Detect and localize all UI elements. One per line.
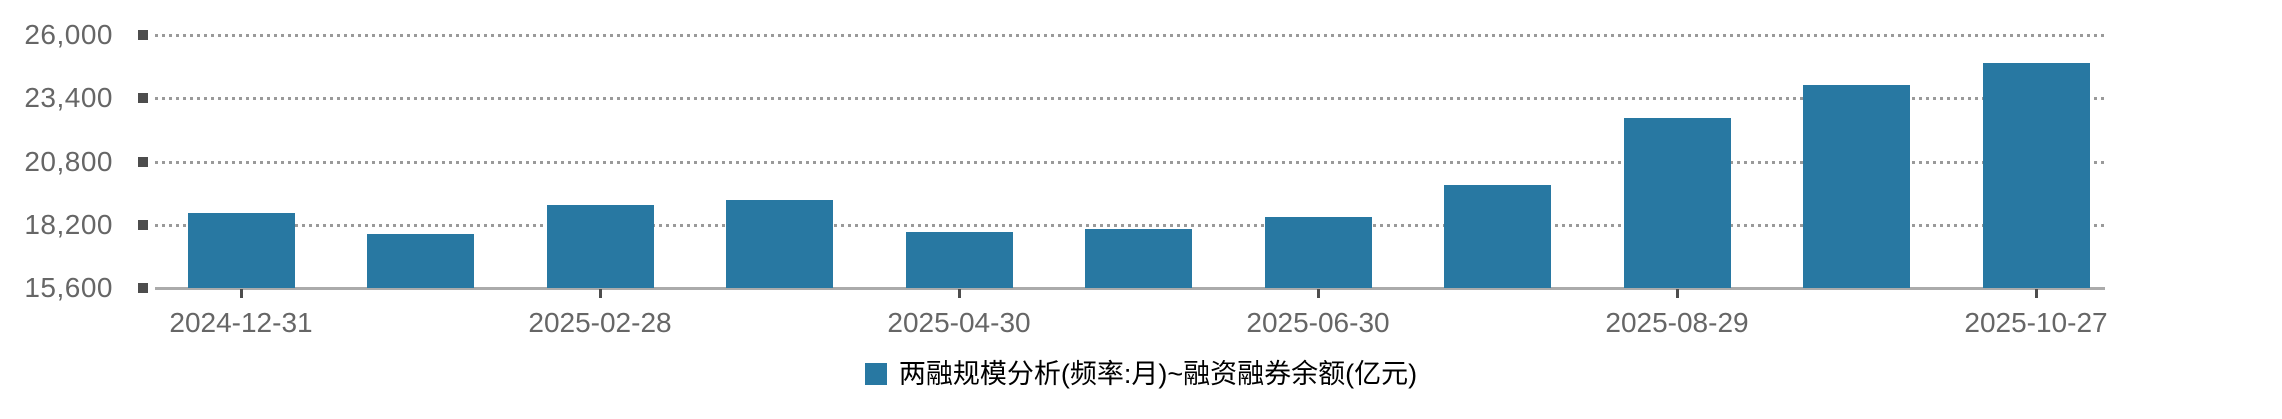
- y-axis-label: 23,400: [24, 82, 113, 114]
- bar[interactable]: [1264, 217, 1372, 288]
- x-axis-label: 2025-02-28: [528, 307, 672, 338]
- y-tick-marker-icon: [138, 30, 148, 40]
- bar[interactable]: [905, 232, 1013, 288]
- gridline: [155, 97, 2105, 101]
- bar[interactable]: [1444, 184, 1551, 288]
- bar[interactable]: [546, 205, 654, 288]
- gridline: [155, 160, 2105, 164]
- legend[interactable]: 两融规模分析(频率:月)~融资融券余额(亿元): [0, 358, 2282, 390]
- bar[interactable]: [1085, 228, 1192, 288]
- x-tick-marker: [2034, 289, 2038, 298]
- y-axis-label: 20,800: [24, 145, 113, 177]
- y-tick-marker-icon: [138, 219, 148, 230]
- x-axis-line: [155, 287, 2105, 290]
- y-tick-marker-icon: [138, 283, 148, 293]
- bar[interactable]: [1982, 62, 2090, 288]
- bar[interactable]: [1803, 84, 1910, 288]
- y-axis-label: 18,200: [24, 208, 113, 240]
- bar[interactable]: [1623, 117, 1731, 288]
- x-axis-label: 2025-08-29: [1605, 307, 1749, 338]
- gridline: [155, 223, 2105, 227]
- x-tick-marker: [1316, 289, 1320, 298]
- x-axis-label: 2024-12-31: [169, 307, 313, 338]
- y-axis-label: 26,000: [24, 19, 113, 50]
- x-axis-label: 2025-04-30: [887, 307, 1031, 338]
- legend-label: 两融规模分析(频率:月)~融资融券余额(亿元): [898, 359, 1418, 389]
- y-axis-label: 15,600: [24, 272, 113, 303]
- x-tick-marker: [598, 289, 602, 298]
- gridline: [155, 34, 2105, 37]
- bar[interactable]: [187, 213, 295, 288]
- y-tick-marker-icon: [138, 93, 148, 104]
- y-tick-marker-icon: [138, 156, 148, 167]
- bar[interactable]: [367, 234, 474, 288]
- legend-swatch-icon: [864, 363, 887, 385]
- x-axis-label: 2025-10-27: [1964, 307, 2108, 338]
- bar[interactable]: [726, 199, 833, 288]
- x-axis-label: 2025-06-30: [1246, 307, 1390, 338]
- x-tick-marker: [239, 289, 243, 298]
- x-tick-marker: [957, 289, 961, 298]
- x-tick-marker: [1675, 289, 1679, 298]
